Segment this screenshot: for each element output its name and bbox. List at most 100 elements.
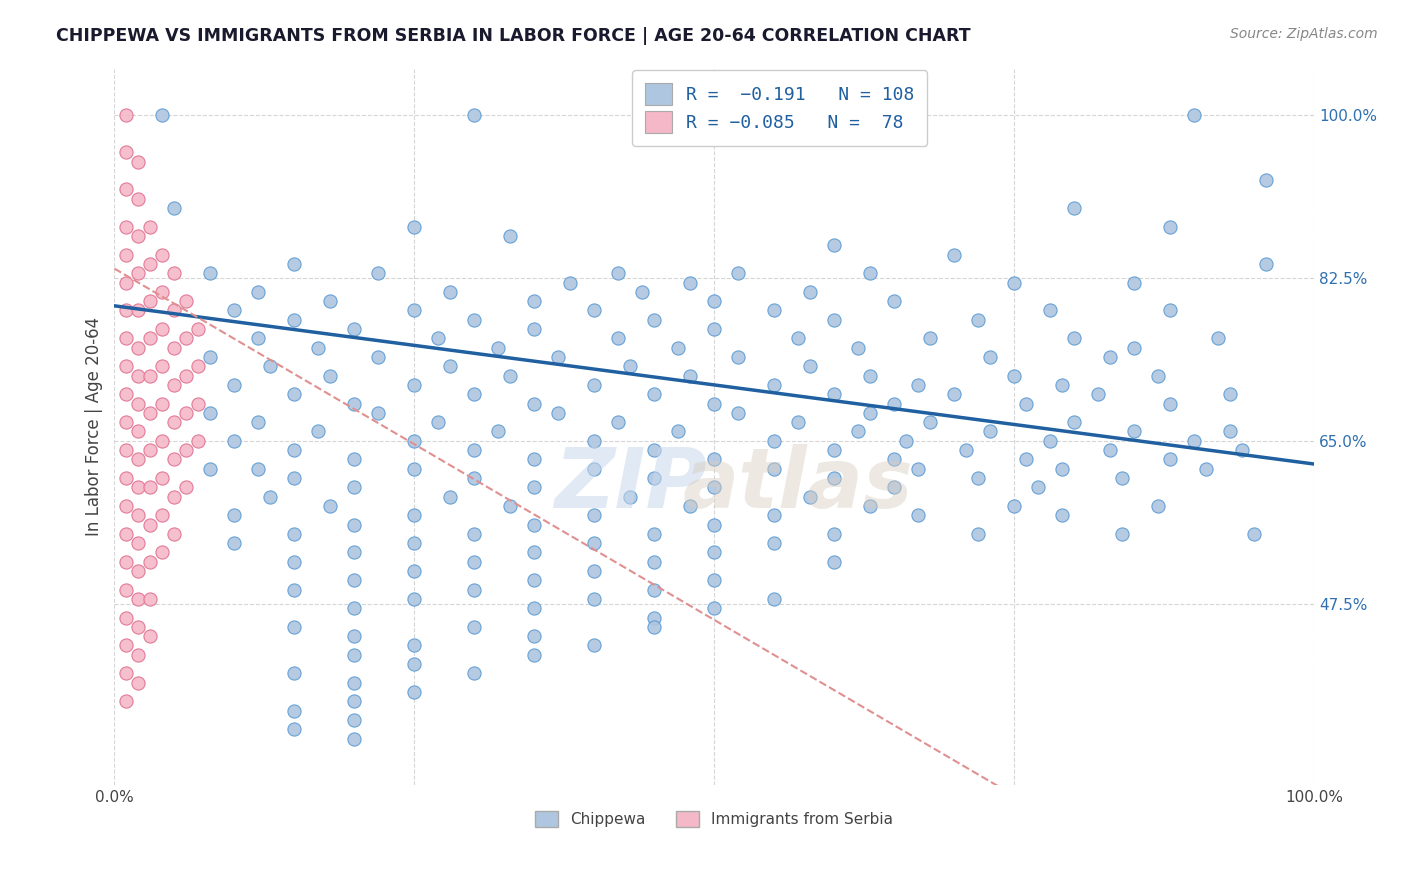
Point [1050, 378, 1073, 392]
Point [307, 341, 329, 355]
Point [115, 247, 138, 261]
Point [463, 471, 485, 485]
Point [763, 591, 786, 606]
Point [343, 517, 366, 532]
Point [1219, 425, 1241, 439]
Point [127, 536, 149, 550]
Point [404, 461, 426, 475]
Point [666, 425, 689, 439]
Point [703, 294, 725, 309]
Point [319, 499, 342, 513]
Point [883, 396, 905, 410]
Point [643, 443, 665, 458]
Point [343, 574, 366, 588]
Point [499, 368, 522, 383]
Point [404, 508, 426, 523]
Point [152, 508, 174, 523]
Point [523, 629, 546, 643]
Point [307, 425, 329, 439]
Point [115, 582, 138, 597]
Point [115, 555, 138, 569]
Point [631, 285, 654, 299]
Point [859, 266, 882, 280]
Point [283, 555, 305, 569]
Point [127, 508, 149, 523]
Point [200, 461, 222, 475]
Point [943, 387, 966, 401]
Point [619, 490, 641, 504]
Point [846, 341, 869, 355]
Point [139, 331, 162, 345]
Point [763, 536, 786, 550]
Point [200, 406, 222, 420]
Point [523, 648, 546, 662]
Point [404, 591, 426, 606]
Point [283, 620, 305, 634]
Point [607, 331, 630, 345]
Point [1254, 173, 1277, 187]
Point [523, 480, 546, 494]
Point [907, 378, 929, 392]
Point [283, 443, 305, 458]
Point [127, 154, 149, 169]
Legend: Chippewa, Immigrants from Serbia: Chippewa, Immigrants from Serbia [527, 804, 901, 835]
Point [1087, 387, 1109, 401]
Point [799, 285, 821, 299]
Point [283, 257, 305, 271]
Point [127, 368, 149, 383]
Point [1039, 303, 1062, 318]
Point [115, 387, 138, 401]
Point [979, 425, 1001, 439]
Point [883, 452, 905, 467]
Point [907, 461, 929, 475]
Y-axis label: In Labor Force | Age 20-64: In Labor Force | Age 20-64 [86, 318, 103, 536]
Point [343, 601, 366, 615]
Point [679, 368, 702, 383]
Point [139, 591, 162, 606]
Point [523, 396, 546, 410]
Point [247, 285, 270, 299]
Point [127, 620, 149, 634]
Point [1111, 471, 1133, 485]
Point [139, 294, 162, 309]
Point [583, 564, 606, 578]
Point [463, 555, 485, 569]
Point [967, 526, 990, 541]
Point [163, 303, 186, 318]
Point [224, 434, 246, 448]
Point [115, 145, 138, 160]
Point [523, 294, 546, 309]
Point [679, 276, 702, 290]
Point [152, 247, 174, 261]
Point [967, 471, 990, 485]
Point [1050, 461, 1073, 475]
Point [643, 471, 665, 485]
Point [163, 490, 186, 504]
Point [224, 303, 246, 318]
Point [343, 675, 366, 690]
Point [427, 415, 450, 429]
Point [343, 731, 366, 746]
Point [404, 434, 426, 448]
Point [763, 508, 786, 523]
Point [1111, 526, 1133, 541]
Point [152, 322, 174, 336]
Point [943, 247, 966, 261]
Point [1195, 461, 1218, 475]
Point [1123, 425, 1146, 439]
Point [955, 443, 977, 458]
Point [343, 545, 366, 559]
Point [139, 555, 162, 569]
Point [283, 666, 305, 681]
Point [463, 582, 485, 597]
Point [920, 331, 942, 345]
Point [176, 406, 198, 420]
Point [727, 350, 749, 364]
Point [176, 480, 198, 494]
Point [163, 201, 186, 215]
Point [176, 331, 198, 345]
Point [152, 108, 174, 122]
Point [583, 591, 606, 606]
Point [127, 425, 149, 439]
Text: CHIPPEWA VS IMMIGRANTS FROM SERBIA IN LABOR FORCE | AGE 20-64 CORRELATION CHART: CHIPPEWA VS IMMIGRANTS FROM SERBIA IN LA… [56, 27, 972, 45]
